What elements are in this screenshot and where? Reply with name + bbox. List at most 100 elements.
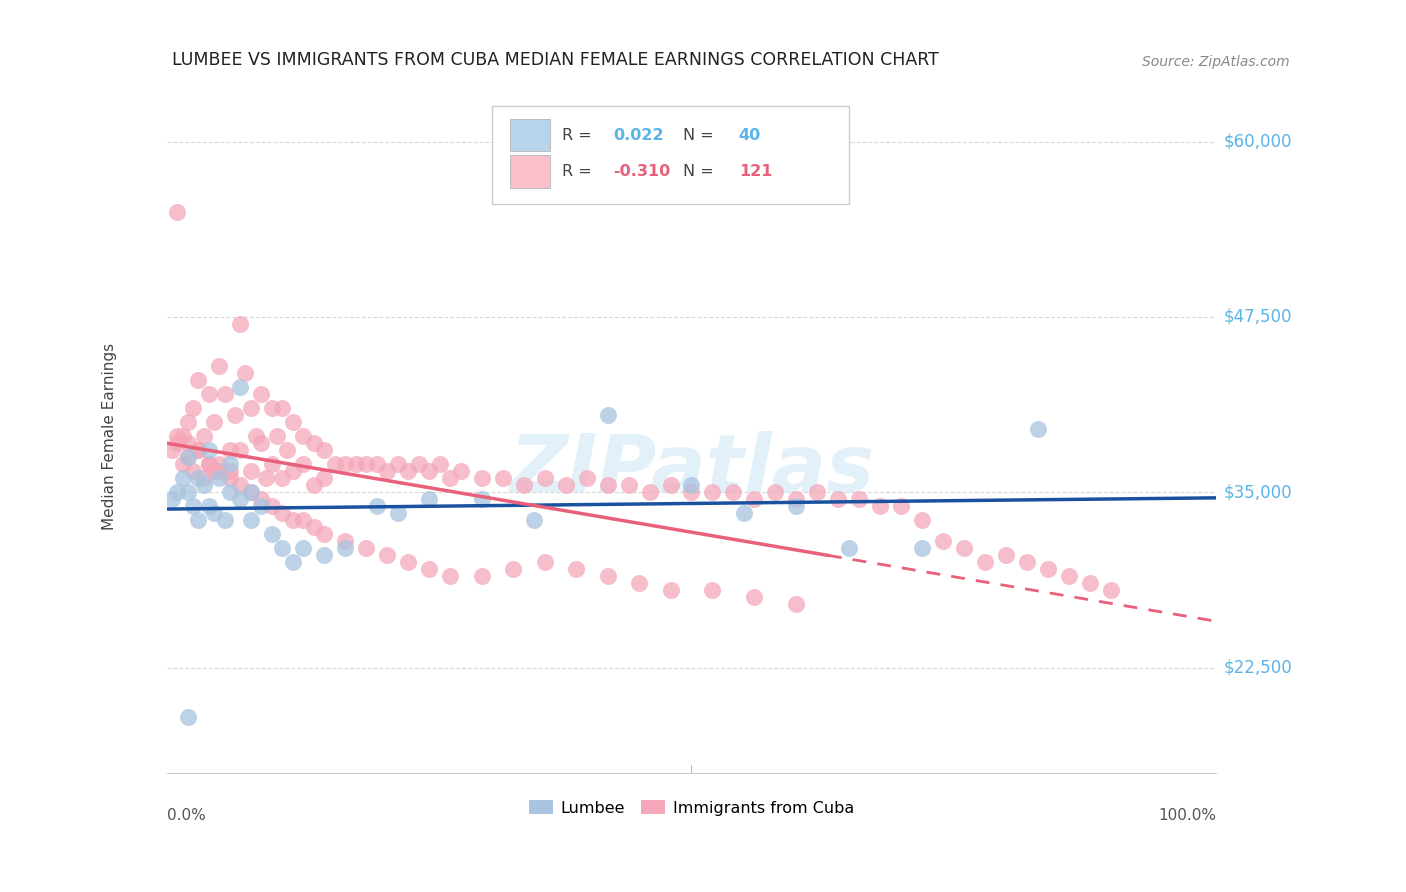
Point [181, 401, 204, 416]
Text: $22,500: $22,500 [1223, 658, 1292, 676]
Point [314, 443, 336, 458]
Point [1017, 555, 1039, 569]
Point [302, 520, 325, 534]
Point [229, 443, 252, 458]
Point [250, 492, 273, 507]
Point [471, 569, 494, 583]
Point [187, 471, 209, 485]
Point [239, 485, 262, 500]
Point [166, 485, 188, 500]
Point [181, 464, 204, 478]
Point [723, 485, 745, 500]
Text: R =: R = [562, 164, 598, 179]
Point [256, 471, 278, 485]
Point [344, 457, 367, 471]
Point [271, 401, 294, 416]
Point [335, 541, 357, 556]
Point [554, 478, 576, 492]
Point [471, 471, 494, 485]
Point [439, 569, 461, 583]
Point [197, 443, 219, 458]
Point [523, 513, 546, 527]
Point [375, 549, 398, 563]
Point [250, 500, 273, 514]
Point [314, 471, 336, 485]
Point [974, 555, 997, 569]
Point [292, 457, 315, 471]
Point [177, 415, 200, 429]
Point [596, 408, 619, 422]
Point [1099, 583, 1122, 598]
Point [491, 471, 513, 485]
Point [302, 478, 325, 492]
Point [181, 500, 204, 514]
Point [229, 478, 252, 492]
Point [166, 429, 188, 443]
Point [193, 471, 215, 485]
Point [323, 457, 346, 471]
Point [1038, 562, 1060, 576]
Point [172, 429, 194, 443]
Text: 40: 40 [738, 128, 761, 143]
Point [239, 513, 262, 527]
Point [202, 415, 225, 429]
Point [177, 709, 200, 723]
Point [187, 443, 209, 458]
FancyBboxPatch shape [510, 155, 550, 188]
Point [596, 569, 619, 583]
Point [911, 541, 934, 556]
Point [250, 436, 273, 450]
Point [260, 527, 283, 541]
Point [160, 492, 183, 507]
Point [953, 541, 976, 556]
Point [208, 471, 231, 485]
Point [533, 555, 555, 569]
Text: Source: ZipAtlas.com: Source: ZipAtlas.com [1142, 55, 1289, 70]
FancyBboxPatch shape [510, 120, 550, 152]
Point [266, 429, 288, 443]
Point [387, 457, 409, 471]
Point [827, 492, 849, 507]
Point [450, 464, 472, 478]
Text: $60,000: $60,000 [1223, 133, 1292, 151]
Point [197, 457, 219, 471]
Point [429, 457, 451, 471]
Point [218, 443, 240, 458]
Point [681, 485, 703, 500]
Text: $47,500: $47,500 [1223, 308, 1292, 326]
Point [890, 500, 912, 514]
Text: 100.0%: 100.0% [1159, 808, 1216, 822]
Point [387, 506, 409, 520]
Point [565, 562, 588, 576]
Text: -0.310: -0.310 [613, 164, 671, 179]
Point [418, 464, 440, 478]
Point [765, 485, 787, 500]
Legend: Lumbee, Immigrants from Cuba: Lumbee, Immigrants from Cuba [522, 794, 860, 822]
Point [302, 436, 325, 450]
Point [292, 429, 315, 443]
Point [1059, 569, 1081, 583]
Point [638, 485, 661, 500]
Point [172, 457, 194, 471]
Text: 0.022: 0.022 [613, 128, 664, 143]
Point [229, 317, 252, 331]
Point [239, 485, 262, 500]
Point [218, 457, 240, 471]
Point [260, 401, 283, 416]
Point [744, 591, 766, 605]
Point [172, 471, 194, 485]
Point [838, 541, 860, 556]
Point [314, 549, 336, 563]
Point [177, 485, 200, 500]
Point [375, 464, 398, 478]
Point [396, 555, 419, 569]
Point [702, 485, 724, 500]
Point [218, 464, 240, 478]
Point [229, 380, 252, 394]
Point [439, 471, 461, 485]
Point [239, 401, 262, 416]
Point [335, 534, 357, 549]
Point [260, 500, 283, 514]
Point [533, 471, 555, 485]
Point [408, 457, 430, 471]
